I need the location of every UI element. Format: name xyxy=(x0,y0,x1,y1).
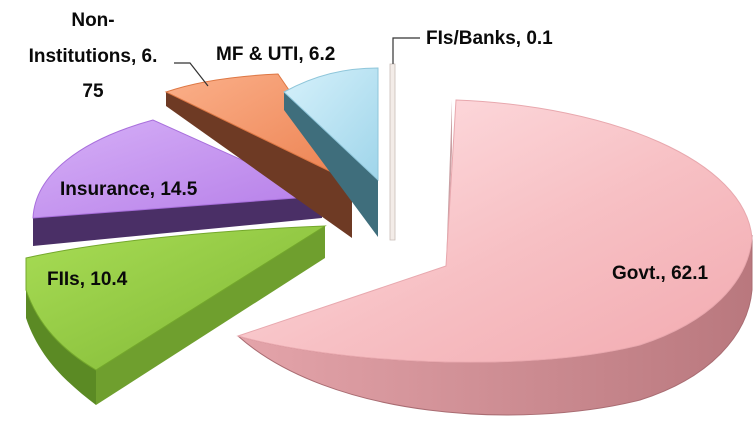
slice-label-govt: Govt., 62.1 xyxy=(612,263,709,284)
pie-slice-mf-uti xyxy=(283,67,379,237)
pie-slice-fis-banks xyxy=(389,63,396,241)
pie-slice-mf-uti-side xyxy=(284,92,378,237)
pie-slice-mf-uti-top xyxy=(283,67,379,182)
leader-line-non-institutions xyxy=(174,62,209,87)
pie-slice-non-institutions xyxy=(164,73,354,238)
slice-label-non-institutions-line3: 75 xyxy=(82,81,104,102)
slice-label-non-institutions-line1: Non- xyxy=(71,10,114,31)
pie-slice-fis-banks-top xyxy=(389,63,396,241)
slice-label-fis-banks: FIs/Banks, 0.1 xyxy=(426,28,553,49)
pie-slice-insurance-top xyxy=(32,119,323,219)
slice-label-insurance: Insurance, 14.5 xyxy=(60,179,198,200)
pie-slice-non-institutions-side xyxy=(166,92,352,238)
pie-slice-govt-top xyxy=(236,99,753,363)
pie-slice-fiis-cut xyxy=(96,226,325,405)
pie-slice-govt xyxy=(236,99,753,416)
pie-slice-fiis xyxy=(25,225,327,405)
pie-slice-fiis-side xyxy=(26,290,96,405)
leader-line-fis-banks xyxy=(392,37,420,64)
pie-slice-insurance-side xyxy=(33,196,322,246)
pie-slice-non-institutions-top xyxy=(164,73,354,184)
slice-label-mf-uti: MF & UTI, 6.2 xyxy=(216,44,335,65)
pie-slice-fiis-top xyxy=(25,225,327,371)
pie-slice-insurance xyxy=(32,119,323,246)
slice-label-non-institutions-line2: Institutions, 6. xyxy=(29,46,158,67)
slice-label-fiis: FIIs, 10.4 xyxy=(47,269,128,290)
